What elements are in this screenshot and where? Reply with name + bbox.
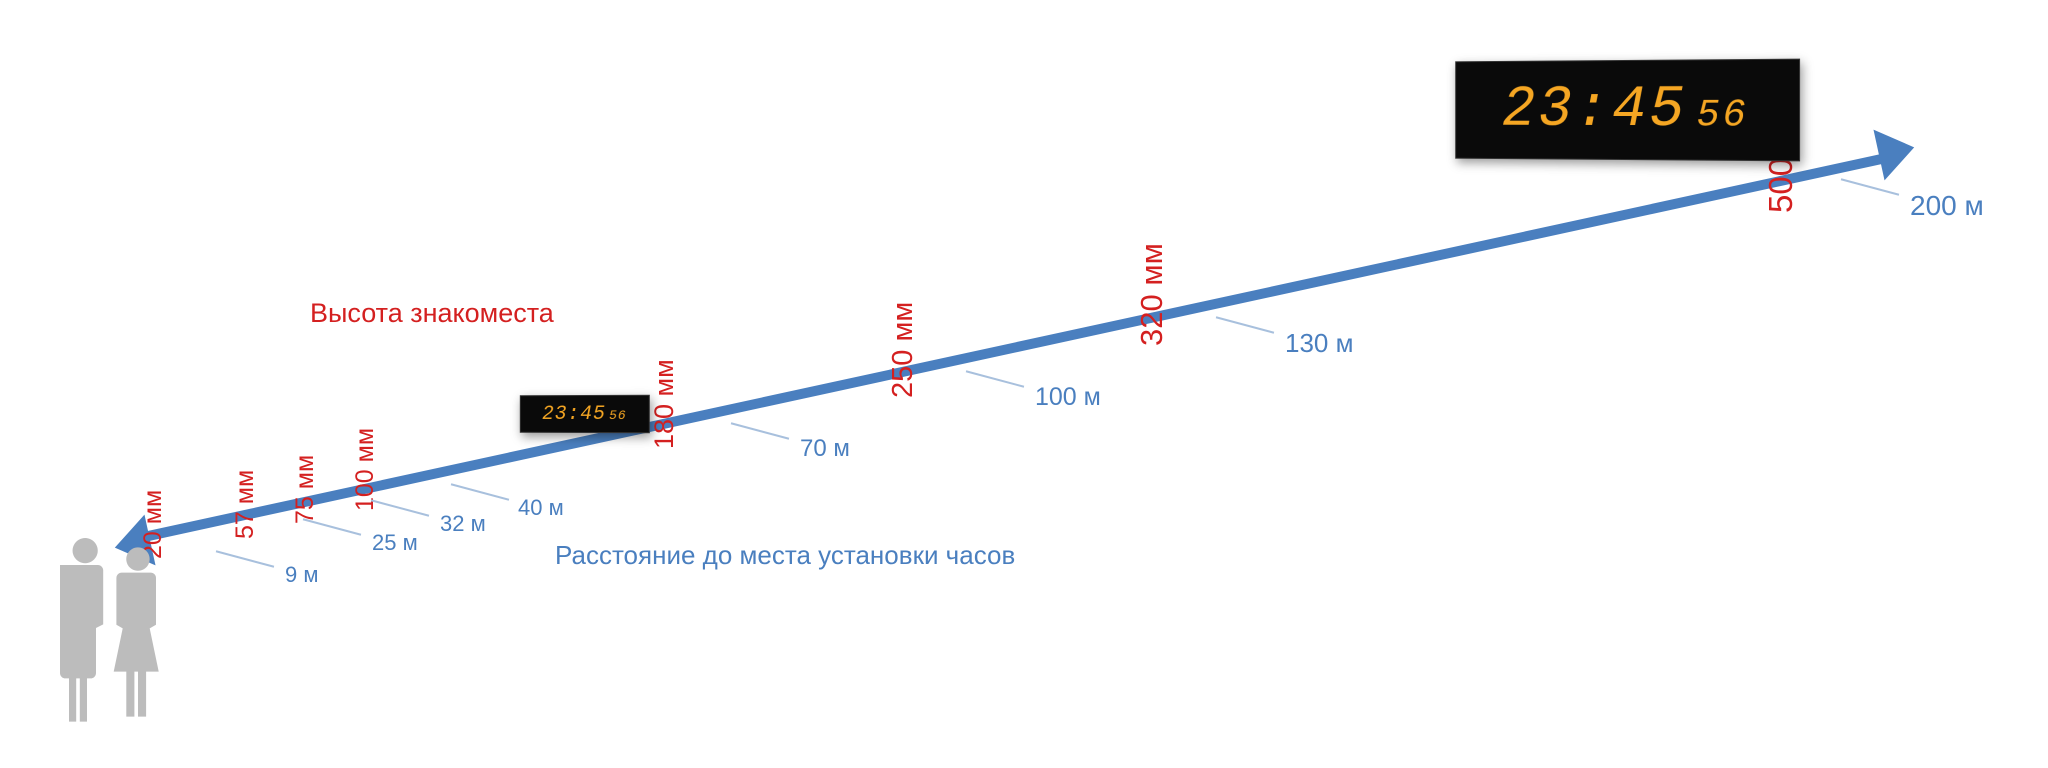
distance-tick-4: [731, 422, 789, 439]
height-label-1: 57 мм: [231, 470, 260, 539]
diagram-canvas: Высота знакоместа Расстояние до места уст…: [0, 0, 2048, 768]
height-title: Высота знакоместа: [310, 298, 554, 329]
distance-label-7: 200 м: [1910, 190, 1984, 222]
distance-tick-5: [966, 370, 1024, 387]
distance-label-4: 70 м: [800, 435, 850, 463]
distance-label-2: 32 м: [440, 511, 486, 537]
clock-large-digits: 23:4556: [1502, 77, 1749, 143]
distance-tick-3: [451, 483, 509, 500]
distance-tick-0: [216, 550, 274, 567]
clock-small-digits: 23:4556: [542, 402, 627, 425]
distance-tick-1: [303, 518, 361, 535]
distance-label-0: 9 м: [285, 562, 318, 588]
clock-small: 23:4556: [520, 395, 650, 433]
axis-arrow-right: [1874, 122, 1920, 180]
clock-large: 23:4556: [1455, 59, 1800, 162]
height-label-3: 100 мм: [351, 428, 380, 511]
distance-tick-7: [1841, 178, 1899, 195]
distance-title: Расстояние до места установки часов: [555, 540, 1015, 571]
distance-tick-6: [1216, 316, 1274, 333]
people-silhouette: [60, 534, 180, 744]
height-label-2: 75 мм: [291, 455, 320, 524]
height-label-4: 180 мм: [649, 359, 680, 449]
distance-label-1: 25 м: [372, 530, 418, 556]
distance-label-5: 100 м: [1035, 383, 1101, 412]
height-label-6: 320 мм: [1134, 243, 1170, 346]
distance-label-6: 130 м: [1285, 328, 1353, 359]
axis-line: [129, 150, 1901, 545]
distance-label-3: 40 м: [518, 495, 564, 521]
height-label-5: 250 мм: [887, 302, 920, 398]
